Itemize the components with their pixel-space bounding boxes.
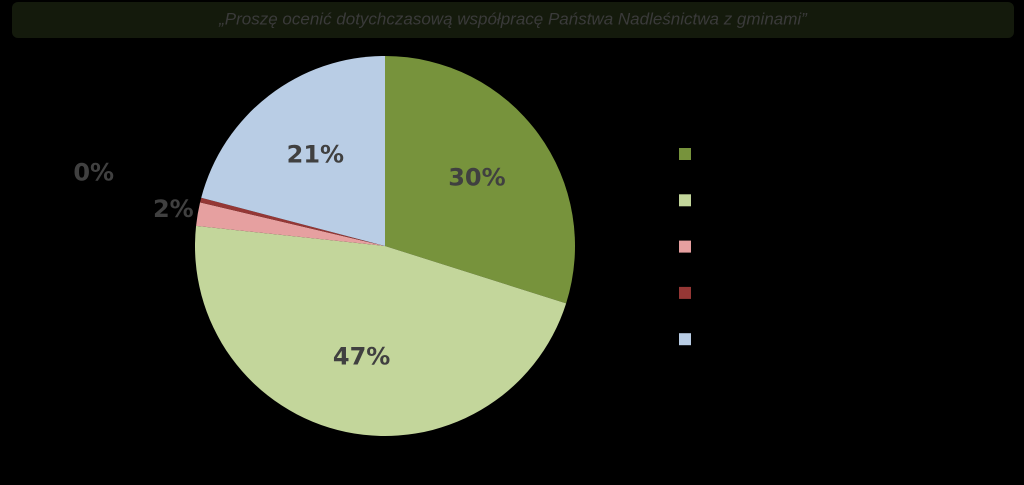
pie-slice: [201, 56, 385, 246]
value-label: 47%: [333, 343, 390, 371]
legend-swatch: [679, 148, 691, 160]
legend-swatch: [679, 240, 691, 253]
value-label: 30%: [448, 164, 505, 192]
legend-swatch: [679, 286, 691, 299]
pie-slice: [200, 197, 385, 246]
pie-slice: [385, 56, 575, 304]
value-label: 21%: [287, 141, 344, 169]
legend-swatch: [679, 194, 691, 207]
legend-swatch: [679, 333, 691, 346]
chart-title: „Proszę ocenić dotychczasową współpracę …: [218, 9, 808, 28]
pie-slice: [196, 202, 385, 246]
title-box: [12, 2, 1014, 38]
value-label: 2%: [153, 195, 194, 223]
value-label: 0%: [73, 158, 114, 186]
pie-slice: [195, 225, 567, 436]
